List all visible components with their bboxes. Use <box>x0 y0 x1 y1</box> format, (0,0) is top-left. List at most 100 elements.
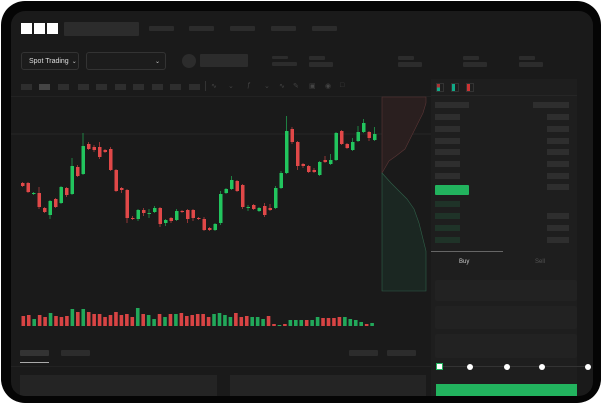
volume-bar <box>65 316 69 326</box>
ask-row[interactable] <box>435 126 460 132</box>
chevron-down-icon[interactable]: ⌄ <box>228 83 234 90</box>
timeframe-button-active[interactable] <box>39 84 50 90</box>
bid-row[interactable] <box>435 213 460 219</box>
ask-row[interactable] <box>547 184 569 190</box>
ask-row[interactable] <box>435 161 460 167</box>
pair-selector[interactable]: ⌄ <box>86 52 166 70</box>
search-bar[interactable] <box>64 22 139 36</box>
volume-bar <box>174 314 178 326</box>
buy-button[interactable] <box>436 384 577 396</box>
volume-bar <box>185 316 189 326</box>
fullscreen-icon[interactable]: □ <box>340 82 345 89</box>
candle-down <box>312 170 316 172</box>
candle-down <box>103 150 107 152</box>
tab-buy[interactable]: Buy <box>459 259 470 265</box>
ask-row[interactable] <box>435 173 460 179</box>
bid-row[interactable] <box>435 201 460 207</box>
volume-bar <box>201 314 205 326</box>
orderbook-both-icon[interactable] <box>436 83 444 92</box>
amount-slider-handle[interactable] <box>436 363 443 370</box>
candle-down <box>114 170 118 191</box>
timeframe-button[interactable] <box>189 84 200 90</box>
volume-bars <box>21 308 374 326</box>
slider-stop[interactable] <box>504 364 510 370</box>
volume-bar <box>157 314 162 326</box>
candle-up <box>81 146 85 174</box>
indicator-icon[interactable]: ƒ <box>247 82 251 89</box>
timeframe-button[interactable] <box>115 84 126 90</box>
draw-icon[interactable]: ✎ <box>293 83 299 90</box>
slider-stop[interactable] <box>585 364 591 370</box>
candle-down <box>241 185 245 207</box>
volume-bar <box>228 317 233 326</box>
depth-chart <box>381 96 427 292</box>
volume-bar <box>294 320 298 326</box>
ask-row[interactable] <box>435 114 460 120</box>
volume-bar <box>92 314 96 326</box>
ask-row[interactable] <box>547 149 569 155</box>
okx-logo[interactable] <box>21 23 58 34</box>
volume-bar <box>343 317 347 326</box>
volume-bar <box>353 320 358 326</box>
ask-row[interactable] <box>435 149 460 155</box>
candle-down <box>37 193 41 207</box>
amount-input[interactable] <box>435 306 577 329</box>
amount-slider-track[interactable] <box>441 366 587 367</box>
volume-bar <box>48 313 53 326</box>
ask-row[interactable] <box>435 138 460 144</box>
orderbook-asks-icon[interactable] <box>466 83 474 92</box>
filter-button[interactable] <box>387 350 416 356</box>
volume-bar <box>195 314 200 326</box>
chart-type-icon[interactable]: ∿ <box>211 83 217 90</box>
candle-down <box>202 219 206 230</box>
candle-down <box>186 210 190 219</box>
ask-row[interactable] <box>547 126 569 132</box>
nav-item[interactable] <box>312 26 337 31</box>
timeframe-button[interactable] <box>96 84 107 90</box>
slider-stop[interactable] <box>467 364 473 370</box>
orders-card <box>20 375 217 396</box>
tab-order-history[interactable] <box>61 350 90 356</box>
ask-row[interactable] <box>547 114 569 120</box>
ask-row[interactable] <box>547 138 569 144</box>
ask-row[interactable] <box>547 161 569 167</box>
bid-row[interactable] <box>435 237 460 243</box>
ask-row[interactable] <box>547 173 569 179</box>
timeframe-button[interactable] <box>152 84 163 90</box>
slider-stop[interactable] <box>539 364 545 370</box>
volume-bar <box>310 320 314 326</box>
volume-bar <box>32 319 36 326</box>
nav-item[interactable] <box>149 26 174 31</box>
candle-up <box>136 210 140 219</box>
stat-label <box>309 56 325 60</box>
candle-up <box>274 188 278 208</box>
volume-bar <box>299 320 304 326</box>
volume-bar <box>261 319 265 326</box>
nav-item[interactable] <box>189 26 214 31</box>
timeframe-button[interactable] <box>170 84 181 90</box>
timeframe-button[interactable] <box>133 84 144 90</box>
tab-open-orders[interactable] <box>20 350 49 356</box>
timeframe-button[interactable] <box>78 84 89 90</box>
tab-sell[interactable]: Sell <box>535 259 546 265</box>
candlestick-chart[interactable] <box>11 11 431 341</box>
candle-down <box>345 144 349 148</box>
orderbook-bids-icon[interactable] <box>451 83 459 92</box>
nav-item[interactable] <box>230 26 255 31</box>
timeframe-button[interactable] <box>58 84 69 90</box>
candle-down <box>307 166 311 172</box>
market-selector[interactable]: Spot Trading ⌄ <box>21 52 79 70</box>
price-input[interactable] <box>435 280 577 301</box>
trendline-icon[interactable]: ∿ <box>279 83 285 90</box>
stat-label <box>463 56 479 60</box>
settings-icon[interactable]: ◉ <box>325 83 332 90</box>
filter-button[interactable] <box>349 350 378 356</box>
candle-down <box>26 183 30 192</box>
chevron-down-icon[interactable]: ⌄ <box>264 83 270 90</box>
total-input[interactable] <box>435 334 577 358</box>
timeframe-button[interactable] <box>21 84 32 90</box>
bid-row[interactable] <box>435 225 460 231</box>
nav-item[interactable] <box>271 26 296 31</box>
camera-icon[interactable]: ▣ <box>309 83 316 90</box>
volume-bar <box>266 316 271 326</box>
